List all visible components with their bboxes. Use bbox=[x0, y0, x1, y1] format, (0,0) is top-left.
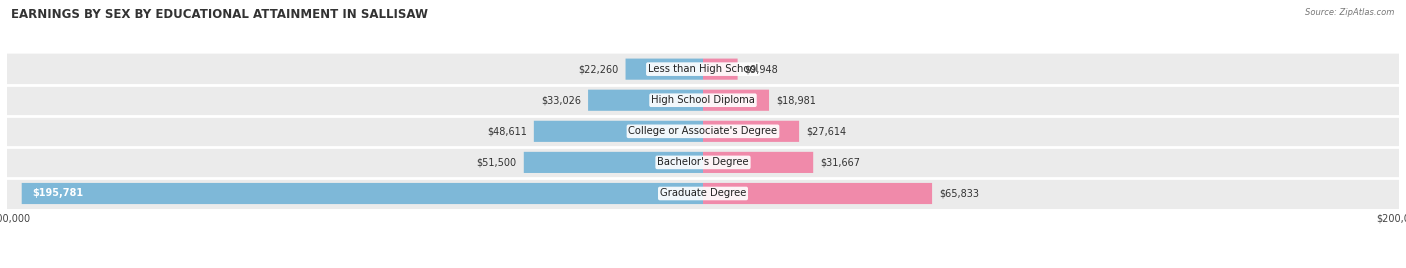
Text: Bachelor's Degree: Bachelor's Degree bbox=[657, 157, 749, 168]
Text: Less than High School: Less than High School bbox=[648, 64, 758, 74]
FancyBboxPatch shape bbox=[703, 59, 738, 80]
Text: $31,667: $31,667 bbox=[820, 157, 860, 168]
FancyBboxPatch shape bbox=[703, 152, 813, 173]
FancyBboxPatch shape bbox=[703, 183, 932, 204]
FancyBboxPatch shape bbox=[7, 116, 1399, 147]
Text: $33,026: $33,026 bbox=[541, 95, 581, 105]
FancyBboxPatch shape bbox=[703, 121, 799, 142]
Text: High School Diploma: High School Diploma bbox=[651, 95, 755, 105]
FancyBboxPatch shape bbox=[7, 178, 1399, 209]
FancyBboxPatch shape bbox=[534, 121, 703, 142]
Text: $9,948: $9,948 bbox=[745, 64, 779, 74]
FancyBboxPatch shape bbox=[7, 85, 1399, 116]
Text: $27,614: $27,614 bbox=[806, 126, 846, 136]
Text: Graduate Degree: Graduate Degree bbox=[659, 188, 747, 199]
FancyBboxPatch shape bbox=[7, 54, 1399, 85]
FancyBboxPatch shape bbox=[588, 90, 703, 111]
Text: $195,781: $195,781 bbox=[32, 188, 83, 199]
Text: $22,260: $22,260 bbox=[578, 64, 619, 74]
FancyBboxPatch shape bbox=[7, 147, 1399, 178]
FancyBboxPatch shape bbox=[703, 90, 769, 111]
Text: $48,611: $48,611 bbox=[486, 126, 527, 136]
Text: $18,981: $18,981 bbox=[776, 95, 815, 105]
Text: EARNINGS BY SEX BY EDUCATIONAL ATTAINMENT IN SALLISAW: EARNINGS BY SEX BY EDUCATIONAL ATTAINMEN… bbox=[11, 8, 429, 21]
Text: $51,500: $51,500 bbox=[477, 157, 517, 168]
FancyBboxPatch shape bbox=[626, 59, 703, 80]
Text: $65,833: $65,833 bbox=[939, 188, 979, 199]
Text: Source: ZipAtlas.com: Source: ZipAtlas.com bbox=[1305, 8, 1395, 17]
FancyBboxPatch shape bbox=[524, 152, 703, 173]
FancyBboxPatch shape bbox=[21, 183, 703, 204]
Text: College or Associate's Degree: College or Associate's Degree bbox=[628, 126, 778, 136]
